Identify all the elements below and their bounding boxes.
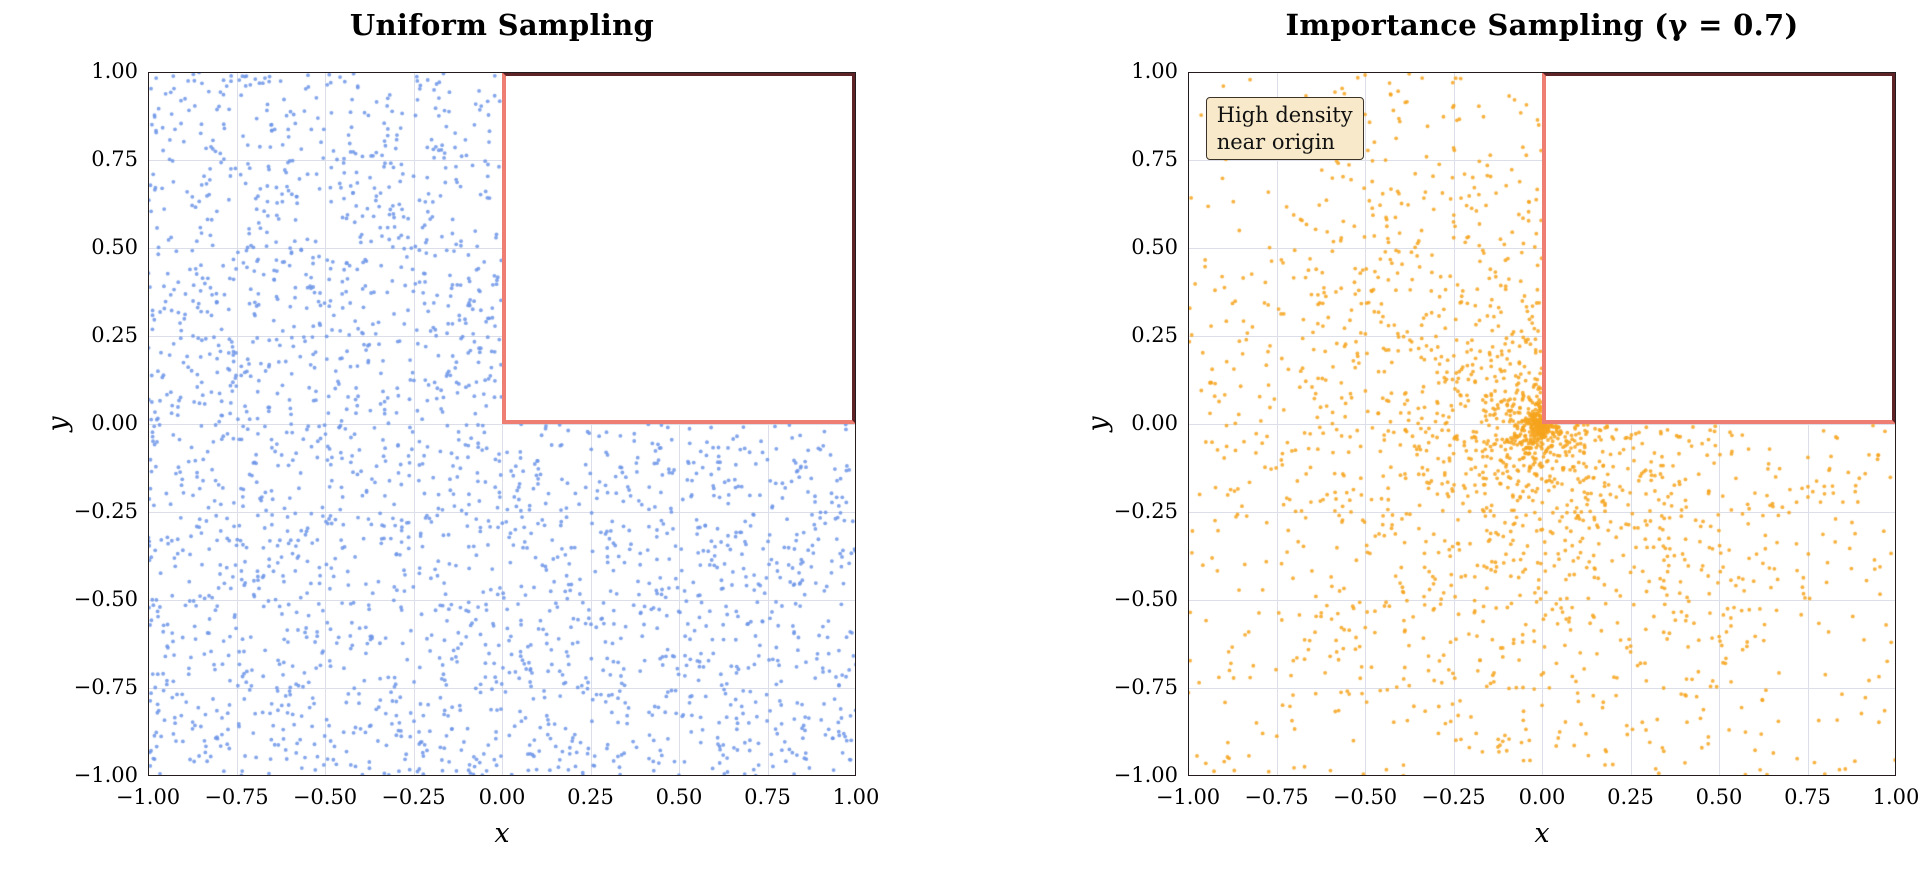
x-axis-label: x (1534, 818, 1550, 849)
x-tick-label: −1.00 (115, 785, 181, 809)
axes-area (148, 72, 856, 776)
x-axis-label: x (494, 818, 510, 849)
x-tick-label: 0.00 (1518, 785, 1566, 809)
y-tick-label: 0.25 (1131, 323, 1178, 347)
y-tick-label: 0.00 (91, 411, 138, 435)
x-tick-label: −0.25 (1421, 785, 1486, 809)
y-tick-label: −1.00 (1113, 763, 1178, 787)
x-tick-label: −0.50 (1332, 785, 1398, 809)
y-tick-label: 0.50 (91, 235, 138, 259)
y-tick-label: −0.75 (1113, 675, 1178, 699)
x-tick-label: 0.75 (744, 785, 791, 809)
annotation-line-1: High density (1216, 102, 1353, 127)
y-tick-label: 0.00 (1131, 411, 1178, 435)
y-tick-label: 0.75 (1131, 147, 1178, 171)
y-tick-label: 1.00 (91, 59, 138, 83)
x-tick-label: −0.75 (204, 785, 269, 809)
y-tick-label: −0.50 (1113, 587, 1178, 611)
x-tick-label: 1.00 (832, 785, 880, 809)
x-tick-label: 0.50 (655, 785, 703, 809)
x-tick-label: −0.50 (292, 785, 358, 809)
y-tick-label: 0.50 (1131, 235, 1178, 259)
y-tick-label: 1.00 (1131, 59, 1178, 83)
y-tick-label: −0.50 (73, 587, 138, 611)
uniform-sampling-plot: Uniform Sampling y x −1.00 −1.00 −0.75 −0.7… (18, 0, 918, 870)
x-tick-label: −1.00 (1155, 785, 1221, 809)
importance-sampling-plot: Importance Sampling (γ = 0.7) y x High d… (1058, 0, 1930, 870)
y-tick-label: −1.00 (73, 763, 138, 787)
annotation-line-2: near origin (1216, 129, 1335, 154)
y-tick-label: 0.75 (91, 147, 138, 171)
y-tick-label: 0.25 (91, 323, 138, 347)
y-tick-label: −0.75 (73, 675, 138, 699)
excluded-region-rect (502, 72, 856, 424)
excluded-region-rect (1542, 72, 1896, 424)
x-tick-label: −0.25 (381, 785, 446, 809)
x-tick-label: 0.25 (1607, 785, 1654, 809)
x-tick-label: 0.50 (1695, 785, 1743, 809)
x-tick-label: 0.75 (1784, 785, 1831, 809)
plot-title: Uniform Sampling (349, 8, 655, 42)
x-tick-label: 1.00 (1872, 785, 1920, 809)
y-tick-label: −0.25 (73, 499, 138, 523)
y-tick-label: −0.25 (1113, 499, 1178, 523)
x-tick-label: 0.25 (567, 785, 614, 809)
plot-title: Importance Sampling (γ = 0.7) (1285, 8, 1799, 42)
x-tick-label: −0.75 (1244, 785, 1309, 809)
x-tick-label: 0.00 (478, 785, 526, 809)
annotation-box: High density near origin (1205, 96, 1364, 161)
axes-area (1188, 72, 1896, 776)
